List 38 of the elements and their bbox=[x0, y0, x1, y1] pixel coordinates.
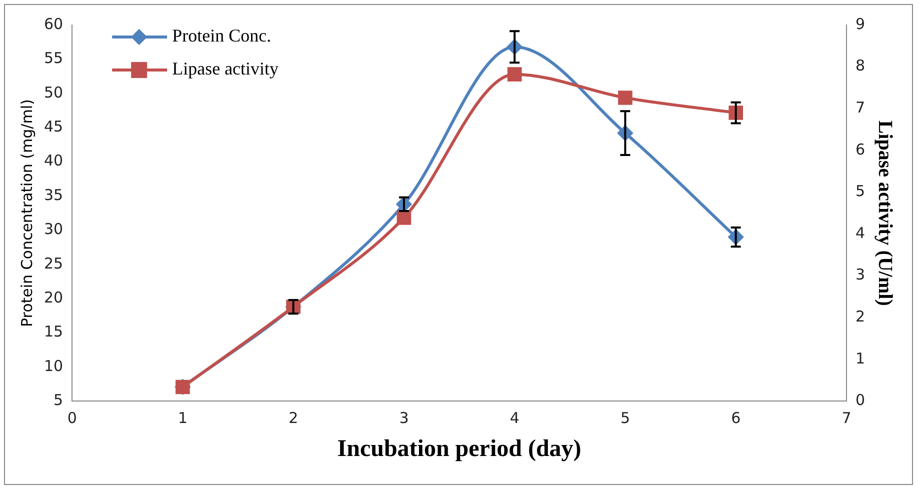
x-tick-label: 3 bbox=[399, 409, 409, 428]
y-tick-label: 5 bbox=[54, 391, 64, 410]
y2-tick-label: 0 bbox=[855, 391, 866, 410]
legend-label: Protein Conc. bbox=[172, 26, 272, 46]
y-axis-title: Protein Concentration (mg/ml) bbox=[18, 99, 36, 328]
y-tick-label: 40 bbox=[44, 152, 64, 170]
point bbox=[396, 210, 412, 225]
x-tick-label: 0 bbox=[67, 409, 77, 428]
y2-tick-label: 8 bbox=[855, 56, 866, 75]
x-tick-label: 4 bbox=[510, 409, 520, 428]
y2-tick-label: 9 bbox=[855, 14, 866, 33]
y-tick-label: 50 bbox=[44, 83, 64, 102]
y2-tick-label: 6 bbox=[855, 140, 866, 158]
y-tick-label: 25 bbox=[44, 254, 64, 272]
y2-tick-label: 3 bbox=[855, 266, 866, 284]
x-tick-label: 2 bbox=[288, 409, 298, 428]
y2-axis-title: Lipase activity (U/ml) bbox=[874, 120, 896, 306]
y-tick-label: 35 bbox=[44, 186, 64, 204]
y-tick-label: 15 bbox=[44, 322, 64, 341]
y2-tick-label: 2 bbox=[855, 307, 866, 326]
y2-tick-label: 7 bbox=[855, 98, 866, 116]
x-axis-title: Incubation period (day) bbox=[337, 436, 582, 462]
y-tick-label: 60 bbox=[44, 14, 64, 33]
point bbox=[618, 90, 632, 105]
x-tick-label: 7 bbox=[842, 409, 852, 428]
y-tick-label: 55 bbox=[44, 49, 64, 68]
x-tick-label: 5 bbox=[620, 409, 630, 428]
y2-tick-label: 1 bbox=[855, 349, 866, 368]
x-tick-label: 1 bbox=[178, 409, 188, 428]
y-tick-label: 10 bbox=[44, 356, 64, 375]
y-tick-label: 20 bbox=[44, 288, 64, 306]
y-tick-label: 30 bbox=[44, 220, 64, 238]
x-tick-label: 6 bbox=[731, 409, 741, 428]
y2-tick-label: 4 bbox=[855, 224, 866, 242]
point bbox=[507, 67, 522, 82]
legend-label: Lipase activity bbox=[172, 58, 279, 79]
y2-tick-label: 5 bbox=[855, 182, 866, 200]
y-tick-label: 45 bbox=[44, 117, 64, 136]
